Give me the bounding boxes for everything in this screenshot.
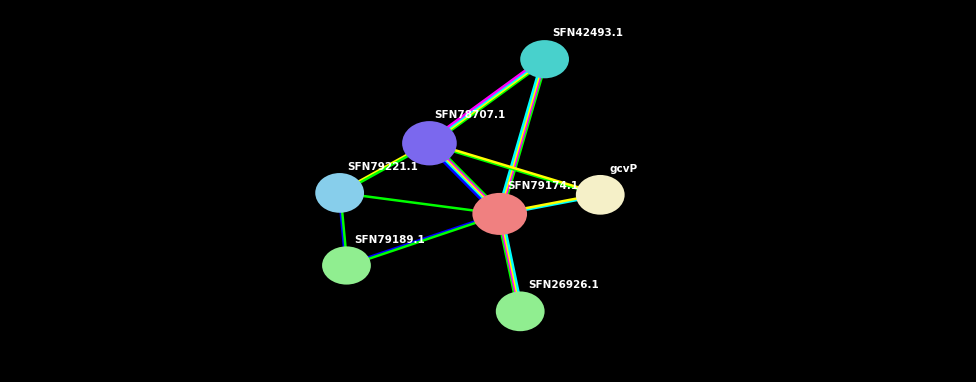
Ellipse shape [472, 193, 527, 235]
Ellipse shape [496, 291, 545, 331]
Text: SFN79221.1: SFN79221.1 [347, 162, 419, 172]
Text: SFN78707.1: SFN78707.1 [434, 110, 506, 120]
Ellipse shape [576, 175, 625, 215]
Text: SFN26926.1: SFN26926.1 [528, 280, 598, 290]
Text: SFN79189.1: SFN79189.1 [354, 235, 425, 245]
Ellipse shape [322, 246, 371, 285]
Text: SFN79174.1: SFN79174.1 [508, 181, 579, 191]
Ellipse shape [520, 40, 569, 78]
Ellipse shape [402, 121, 457, 165]
Ellipse shape [315, 173, 364, 213]
Text: SFN42493.1: SFN42493.1 [552, 28, 624, 38]
Text: gcvP: gcvP [610, 164, 638, 174]
